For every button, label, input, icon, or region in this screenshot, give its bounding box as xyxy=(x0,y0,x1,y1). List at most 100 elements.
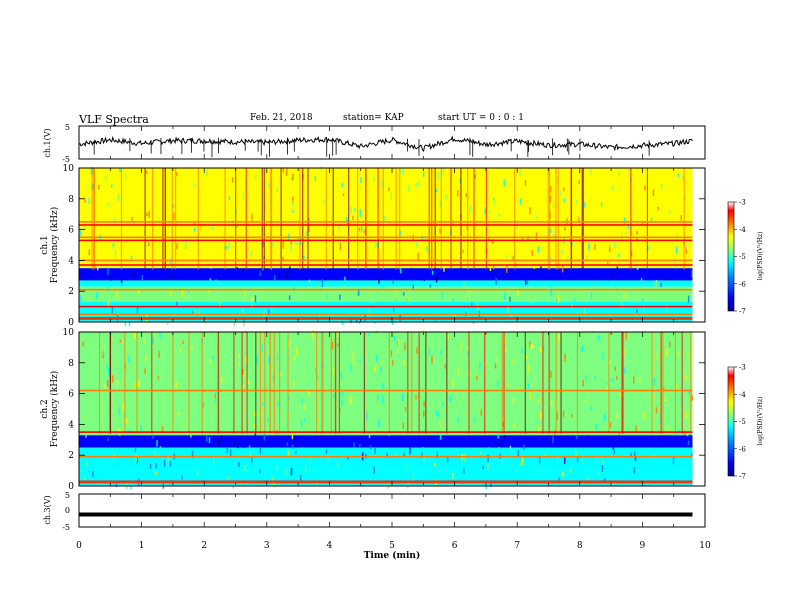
spectrogram-ytick-label: 6 xyxy=(68,390,74,400)
spectrogram-speckle xyxy=(578,215,581,220)
spectrogram-speckle xyxy=(177,411,180,415)
spectrogram-speckle xyxy=(654,303,656,312)
spectrogram-speckle xyxy=(311,330,314,338)
spectrogram-speckle xyxy=(308,279,311,284)
spectrogram-speckle xyxy=(337,224,340,230)
colorbar-tick-label: -7 xyxy=(739,473,746,481)
spectrogram-speckle xyxy=(193,174,195,180)
spectrogram-speckle xyxy=(621,302,623,309)
spectrogram-speckle xyxy=(495,277,497,285)
waveform-ch1-line xyxy=(78,135,693,152)
colorbar-tick-label: -4 xyxy=(739,226,746,234)
spectrogram-speckle xyxy=(215,279,217,283)
spectrogram-tone-line xyxy=(79,259,693,262)
spectrogram-speckle xyxy=(412,283,414,289)
spectrogram-speckle xyxy=(412,469,414,477)
spectrogram-speckle xyxy=(462,249,464,254)
spectrogram-speckle xyxy=(208,437,211,443)
spectrogram-speckle xyxy=(381,282,383,290)
spectrogram-speckle xyxy=(337,180,339,188)
spectrogram-sferic xyxy=(235,168,237,270)
spectrogram-speckle xyxy=(511,256,513,261)
spectrogram-speckle xyxy=(614,366,617,371)
spectrogram-speckle xyxy=(104,384,106,389)
spectrogram-speckle xyxy=(107,267,109,276)
spectrogram-speckle xyxy=(600,318,603,323)
spectrogram-speckle xyxy=(604,478,606,483)
spectrogram-speckle xyxy=(619,366,622,374)
spectrogram-speckle xyxy=(300,420,303,428)
spectrogram-speckle xyxy=(271,476,274,482)
spectrogram-speckle xyxy=(479,290,481,298)
spectrogram-speckle xyxy=(656,352,659,361)
spectrogram-speckle xyxy=(242,384,244,389)
spectrogram-speckle xyxy=(524,179,527,186)
spectrogram-speckle xyxy=(529,392,531,400)
colorbar-ch1-label: log(PSD)(V²/Hz) xyxy=(757,232,764,281)
time-tick-label: 1 xyxy=(139,541,145,551)
spectrogram-sferic xyxy=(246,332,248,434)
spectrogram-speckle xyxy=(509,445,512,450)
spectrogram-speckle xyxy=(506,266,508,273)
spectrogram-speckle xyxy=(245,357,247,365)
spectrogram-speckle xyxy=(563,198,566,203)
spectrogram-speckle xyxy=(487,463,490,470)
spectrogram-speckle xyxy=(508,252,510,260)
spectrogram-speckle xyxy=(549,284,552,293)
spectrogram-sferic xyxy=(548,168,551,270)
spectrogram-speckle xyxy=(111,306,114,314)
spectrogram-speckle xyxy=(386,452,388,459)
spectrogram-speckle xyxy=(584,399,587,404)
spectrogram-speckle xyxy=(107,367,110,375)
spectrogram-speckle xyxy=(535,232,538,240)
spectrogram-speckle xyxy=(416,347,418,354)
spectrogram-speckle xyxy=(208,358,211,365)
spectrogram-speckle xyxy=(301,408,304,416)
spectrogram-sferic xyxy=(330,332,332,434)
spectrogram-sferic xyxy=(651,332,653,434)
spectrogram-sferic xyxy=(335,332,337,434)
spectrogram-speckle xyxy=(428,349,431,356)
spectrogram-speckle xyxy=(623,367,626,374)
spectrogram-speckle xyxy=(595,347,598,352)
spectrogram-speckle xyxy=(326,294,329,299)
spectrogram-speckle xyxy=(306,397,309,404)
spectrogram-speckle xyxy=(186,401,189,409)
spectrogram-speckle xyxy=(628,168,630,173)
spectrogram-speckle xyxy=(685,375,688,380)
spectrogram-speckle xyxy=(360,225,363,233)
spectrogram-sferic xyxy=(263,168,265,270)
spectrogram-speckle xyxy=(239,195,241,204)
spectrogram-speckle xyxy=(153,451,156,455)
spectrogram-sferic xyxy=(630,168,632,270)
spectrogram-speckle xyxy=(596,458,599,463)
spectrogram-speckle xyxy=(341,183,343,188)
spectrogram-speckle xyxy=(169,291,172,295)
spectrogram-speckle xyxy=(116,291,118,297)
spectrogram-speckle xyxy=(439,422,441,429)
spectrogram-speckle xyxy=(242,268,244,273)
spectrogram-speckle xyxy=(404,406,407,412)
spectrogram-speckle xyxy=(206,169,208,176)
spectrogram-speckle xyxy=(214,360,217,365)
spectrogram-speckle xyxy=(213,457,215,465)
spectrogram-speckle xyxy=(157,376,160,380)
spectrogram-speckle xyxy=(295,237,298,245)
spectrogram-speckle xyxy=(85,461,88,466)
spectrogram-speckle xyxy=(160,382,163,390)
spectrogram-speckle xyxy=(232,482,235,489)
spectrogram-speckle xyxy=(680,215,683,221)
spectrogram-sferic xyxy=(273,332,275,434)
spectrogram-speckle xyxy=(396,318,399,323)
spectrogram-speckle xyxy=(353,442,355,448)
spectrogram-speckle xyxy=(220,435,223,440)
spectrogram-sferic xyxy=(681,332,683,434)
spectrogram-speckle xyxy=(176,243,178,250)
spectrogram-speckle xyxy=(251,213,253,221)
spectrogram-speckle xyxy=(633,467,636,474)
spectrogram-speckle xyxy=(368,308,371,315)
spectrogram-speckle xyxy=(242,192,245,199)
spectrogram-speckle xyxy=(440,350,442,355)
spectrogram-speckle xyxy=(571,414,573,418)
spectrogram-sferic xyxy=(662,332,664,434)
